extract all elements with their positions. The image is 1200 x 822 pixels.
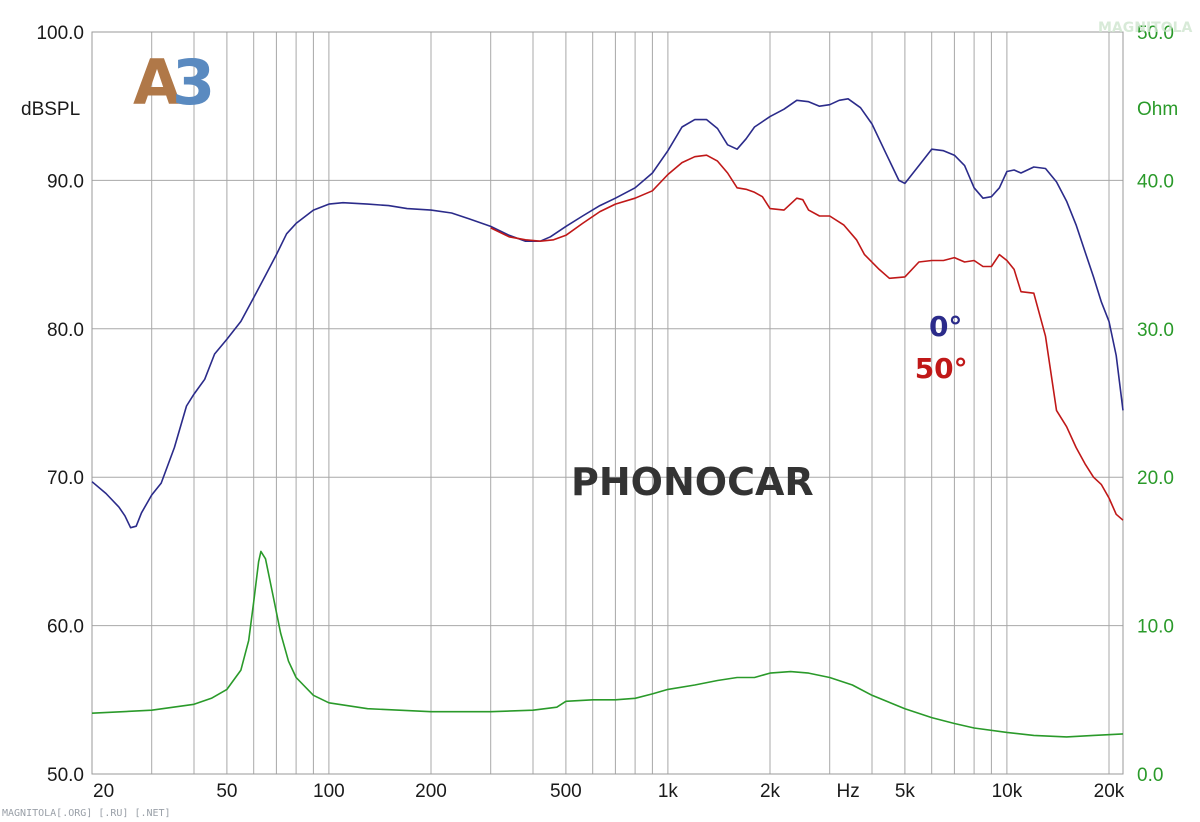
- right-tick-label: 50.0: [1137, 23, 1174, 44]
- x-tick-label: 20: [93, 781, 114, 802]
- logo-a3: A 3: [133, 46, 215, 119]
- x-tick-label: 50: [216, 781, 237, 802]
- logo-letter-a: A: [133, 46, 181, 119]
- right-tick-label: 10.0: [1137, 617, 1174, 638]
- series-line-0deg: [91, 98, 1124, 529]
- footer-site-label: MAGNITOLA[.ORG] [.RU] [.NET]: [2, 808, 171, 819]
- logo-digit-3: 3: [172, 46, 215, 119]
- plot-frame: [91, 31, 1124, 775]
- right-tick-label: 0.0: [1137, 765, 1163, 786]
- x-tick-label: 500: [550, 781, 582, 802]
- left-tick-label: 70.0: [47, 468, 84, 489]
- x-tick-label: 10k: [992, 781, 1023, 802]
- right-tick-label: 20.0: [1137, 468, 1174, 489]
- left-tick-label: 60.0: [47, 617, 84, 638]
- right-tick-label: 40.0: [1137, 171, 1174, 192]
- x-axis-ticks: 20 50 100 200 500 1k 2k 5k 10k 20k Hz: [93, 781, 1125, 802]
- series-line-50deg: [490, 154, 1124, 521]
- x-tick-label: 1k: [658, 781, 679, 802]
- left-tick-label: 90.0: [47, 171, 84, 192]
- left-tick-label: 50.0: [47, 765, 84, 786]
- left-axis-unit: dBSPL: [21, 99, 80, 120]
- left-tick-label: 100.0: [36, 23, 84, 44]
- left-tick-label: 80.0: [47, 320, 84, 341]
- x-tick-label: 100: [313, 781, 345, 802]
- x-tick-label: 20k: [1094, 781, 1125, 802]
- x-tick-label: 5k: [895, 781, 916, 802]
- legend-annotations: 0°50°: [915, 310, 968, 385]
- legend-label-50deg: 50°: [915, 352, 968, 385]
- x-tick-label: 200: [415, 781, 447, 802]
- watermark: MAGNITOLA: [1098, 20, 1193, 36]
- right-tick-label: 30.0: [1137, 320, 1174, 341]
- brand-label: PHONOCAR: [571, 460, 814, 504]
- series-line-impedance: [91, 550, 1124, 738]
- right-axis-ticks: 0.0 10.0 20.0 30.0 40.0 50.0: [1137, 23, 1174, 786]
- series-lines: [91, 98, 1124, 738]
- x-tick-label: 2k: [760, 781, 781, 802]
- legend-label-0deg: 0°: [929, 310, 962, 343]
- right-axis-unit: Ohm: [1137, 99, 1178, 120]
- x-axis-unit: Hz: [836, 781, 859, 802]
- left-axis-ticks: 50.0 60.0 70.0 80.0 90.0 100.0: [36, 23, 84, 786]
